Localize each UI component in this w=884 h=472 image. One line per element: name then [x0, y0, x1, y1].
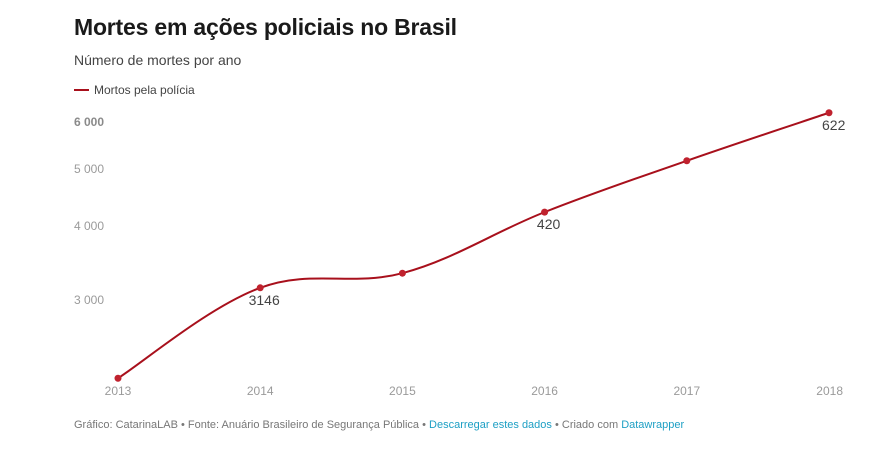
series-line [117, 111, 830, 380]
y-tick-label: 6 000 [74, 115, 104, 129]
chart-title: Mortes em ações policiais no Brasil [74, 14, 457, 40]
data-point [825, 109, 833, 117]
footer-middle: • Criado com [551, 419, 622, 431]
footer-source: Gráfico: CatarinaLAB • Fonte: Anuário Br… [74, 419, 430, 431]
legend-label: Mortos pela polícia [94, 83, 195, 97]
data-label: 420 [537, 216, 561, 232]
legend-swatch [74, 89, 89, 91]
data-point [683, 157, 691, 165]
datawrapper-link[interactable]: Datawrapper [621, 419, 685, 431]
data-point [256, 284, 264, 292]
data-point [398, 269, 406, 277]
download-data-link[interactable]: Descarregar estes dados [429, 419, 552, 431]
x-tick-label: 2018 [816, 384, 843, 398]
x-tick-label: 2013 [105, 384, 132, 398]
chart-subtitle: Número de mortes por ano [74, 52, 242, 68]
x-tick-label: 2017 [673, 384, 700, 398]
data-point [541, 208, 549, 216]
x-tick-label: 2015 [389, 384, 416, 398]
data-label: 622 [822, 117, 846, 133]
x-tick-label: 2014 [247, 384, 274, 398]
chart-footer: Gráfico: CatarinaLAB • Fonte: Anuário Br… [74, 419, 684, 431]
y-tick-label: 3 000 [74, 293, 104, 307]
y-tick-label: 4 000 [74, 219, 104, 233]
y-tick-label: 5 000 [74, 162, 104, 176]
x-tick-label: 2016 [531, 384, 558, 398]
line-chart: 3 000 4 000 5 000 6 000 2013 2014 2015 2016 2017… [74, 109, 846, 398]
data-label: 3146 [249, 292, 280, 308]
data-point [114, 374, 122, 382]
legend: Mortos pela polícia [74, 83, 195, 97]
